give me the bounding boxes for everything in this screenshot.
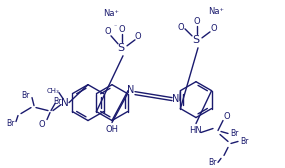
Text: O: O — [105, 27, 111, 36]
Text: OH: OH — [105, 125, 119, 134]
Text: Br: Br — [53, 97, 61, 106]
Text: Br: Br — [22, 91, 30, 100]
Text: O: O — [119, 25, 125, 34]
Text: O: O — [211, 24, 217, 33]
Text: Na⁺: Na⁺ — [103, 9, 119, 18]
Text: N: N — [61, 98, 69, 108]
Text: S: S — [192, 35, 199, 45]
Text: O: O — [39, 120, 45, 129]
Text: Br: Br — [230, 129, 238, 138]
Text: O: O — [178, 23, 184, 32]
Text: Br: Br — [209, 158, 217, 167]
Text: HN: HN — [190, 126, 202, 135]
Text: O: O — [194, 17, 200, 26]
Text: Na⁺: Na⁺ — [208, 7, 224, 16]
Text: ⁻: ⁻ — [180, 23, 183, 28]
Text: N: N — [172, 94, 180, 104]
Text: S: S — [117, 43, 125, 53]
Text: Br: Br — [240, 137, 248, 146]
Text: ⁻: ⁻ — [114, 25, 117, 30]
Text: O: O — [224, 112, 230, 121]
Text: CH₃: CH₃ — [46, 88, 59, 94]
Text: O: O — [135, 32, 141, 41]
Text: N: N — [127, 85, 135, 95]
Text: Br: Br — [7, 119, 15, 128]
